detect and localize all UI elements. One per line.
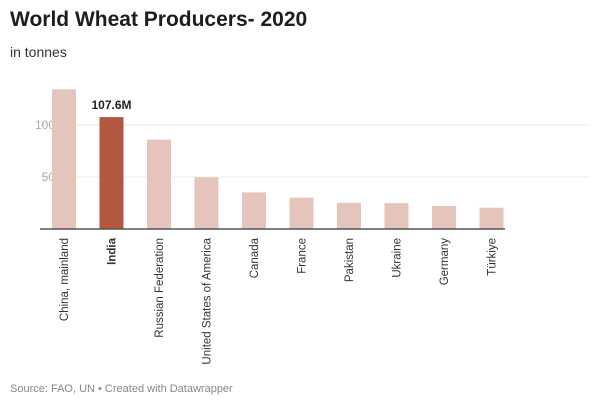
bar <box>479 207 504 229</box>
x-tick-label: India <box>107 237 119 264</box>
x-tick-label: Pakistan <box>344 238 356 282</box>
bar <box>52 89 76 229</box>
bar <box>194 177 219 229</box>
x-tick-label: Germany <box>439 238 451 286</box>
data-label: 107.6M <box>91 98 131 112</box>
x-tick-label: United States of America <box>202 237 214 364</box>
bar <box>337 202 361 229</box>
bar <box>384 203 409 229</box>
chart-subtitle: in tonnes <box>10 44 67 60</box>
x-tick-label: Canada <box>249 237 261 278</box>
source-note: Source: FAO, UN • Created with Datawrapp… <box>10 383 233 395</box>
bar <box>147 139 171 229</box>
bar <box>99 117 124 229</box>
bar <box>242 192 266 229</box>
x-tick-label: Russian Federation <box>154 238 166 338</box>
x-tick-label: France <box>297 238 309 274</box>
bar <box>289 197 314 229</box>
x-tick-label: Ukraine <box>392 238 404 278</box>
bar <box>432 205 456 229</box>
chart-title: World Wheat Producers- 2020 <box>10 8 308 31</box>
x-tick-label: China, mainland <box>59 238 71 321</box>
x-tick-label: Türkiye <box>487 238 499 276</box>
